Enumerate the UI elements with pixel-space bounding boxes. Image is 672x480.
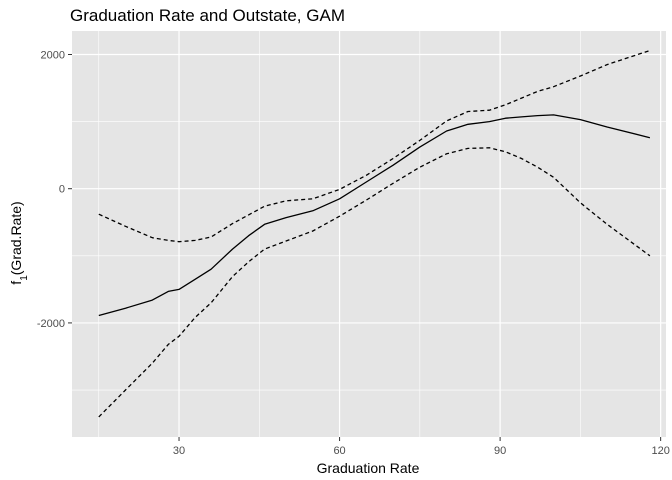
minor-gridlines [72,31,666,437]
x-tick-label: 60 [333,445,345,457]
series-layer [98,49,651,418]
fit-line [98,114,651,317]
confidence-band-line [98,49,651,243]
x-tick-label: 120 [651,445,669,457]
x-tick-label: 30 [173,445,185,457]
x-axis: 30 60 90 120 [173,437,670,457]
chart-title: Graduation Rate and Outstate, GAM [70,6,345,25]
x-tick-label: 90 [494,445,506,457]
confidence-band-line [98,147,651,418]
y-axis: 2000 0 -2000 [37,49,72,330]
y-tick-label: 2000 [41,49,65,61]
y-axis-title: f1(Grad.Rate) [8,201,30,284]
major-gridlines [72,31,666,437]
plot-panel [72,31,666,437]
x-axis-title: Graduation Rate [317,460,420,476]
y-tick-label: 0 [59,184,65,196]
y-tick-label: -2000 [37,318,65,330]
